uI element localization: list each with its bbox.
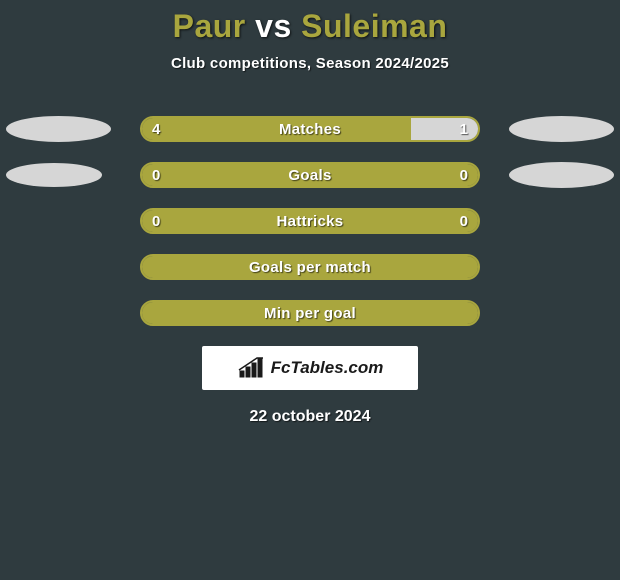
right-segment — [310, 302, 478, 324]
right-segment — [310, 256, 478, 278]
stat-row: Goals00 — [0, 162, 620, 188]
left-ellipse — [6, 116, 111, 142]
left-segment — [142, 164, 310, 186]
logo-badge: FcTables.com — [202, 346, 418, 390]
right-ellipse — [509, 162, 614, 188]
stat-row: Hattricks00 — [0, 208, 620, 234]
subtitle: Club competitions, Season 2024/2025 — [0, 55, 620, 72]
stat-bar: Goals00 — [140, 162, 480, 188]
left-segment — [142, 256, 310, 278]
page-title: Paur vs Suleiman — [0, 0, 620, 45]
stat-rows: Matches41 Goals00 Hattricks00 Goals per mat… — [0, 116, 620, 326]
left-ellipse — [6, 163, 102, 187]
player2-name: Suleiman — [301, 8, 447, 44]
vs-separator: vs — [255, 8, 292, 44]
left-segment — [142, 302, 310, 324]
player1-name: Paur — [173, 8, 246, 44]
logo-text: FcTables.com — [271, 358, 384, 378]
bar-chart-icon — [237, 357, 265, 379]
stat-bar: Matches41 — [140, 116, 480, 142]
stat-row: Goals per match — [0, 254, 620, 280]
left-segment — [142, 118, 411, 140]
stat-bar: Min per goal — [140, 300, 480, 326]
left-segment — [142, 210, 310, 232]
right-ellipse — [509, 116, 614, 142]
stat-row: Min per goal — [0, 300, 620, 326]
right-segment — [310, 164, 478, 186]
date-text: 22 october 2024 — [0, 408, 620, 426]
stat-bar: Goals per match — [140, 254, 480, 280]
stat-bar: Hattricks00 — [140, 208, 480, 234]
right-segment — [411, 118, 478, 140]
comparison-infographic: Paur vs Suleiman Club competitions, Seas… — [0, 0, 620, 580]
stat-row: Matches41 — [0, 116, 620, 142]
right-segment — [310, 210, 478, 232]
